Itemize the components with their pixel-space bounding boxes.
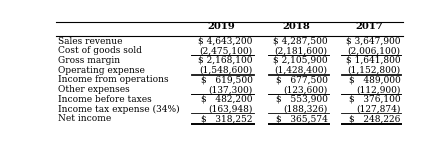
Text: (188,326): (188,326) [283, 105, 327, 114]
Text: Other expenses: Other expenses [58, 85, 129, 94]
Text: (1,548,600): (1,548,600) [200, 66, 253, 75]
Text: $   376,100: $ 376,100 [349, 95, 401, 104]
Text: $ 2,168,100: $ 2,168,100 [198, 56, 253, 65]
Text: (2,006,100): (2,006,100) [347, 46, 401, 55]
Text: $ 2,105,900: $ 2,105,900 [273, 56, 327, 65]
Text: $ 4,287,500: $ 4,287,500 [273, 36, 327, 46]
Text: (123,600): (123,600) [283, 85, 327, 94]
Text: (163,948): (163,948) [208, 105, 253, 114]
Text: (1,428,400): (1,428,400) [275, 66, 327, 75]
Text: $   318,252: $ 318,252 [201, 114, 253, 123]
Text: 2018: 2018 [283, 22, 310, 31]
Text: $ 1,641,800: $ 1,641,800 [346, 56, 401, 65]
Text: Net income: Net income [58, 114, 111, 123]
Text: Sales revenue: Sales revenue [58, 36, 122, 46]
Text: (127,874): (127,874) [356, 105, 401, 114]
Text: 2019: 2019 [207, 22, 235, 31]
Text: $   489,000: $ 489,000 [349, 75, 401, 84]
Text: (137,300): (137,300) [209, 85, 253, 94]
Text: $   553,900: $ 553,900 [276, 95, 327, 104]
Text: Operating expense: Operating expense [58, 66, 145, 75]
Text: $   677,500: $ 677,500 [276, 75, 327, 84]
Text: $   248,226: $ 248,226 [349, 114, 401, 123]
Text: Income from operations: Income from operations [58, 75, 168, 84]
Text: $   482,200: $ 482,200 [201, 95, 253, 104]
Text: $   619,500: $ 619,500 [201, 75, 253, 84]
Text: (2,181,600): (2,181,600) [275, 46, 327, 55]
Text: (1,152,800): (1,152,800) [347, 66, 401, 75]
Text: (2,475,100): (2,475,100) [200, 46, 253, 55]
Text: $   365,574: $ 365,574 [276, 114, 327, 123]
Text: (112,900): (112,900) [356, 85, 401, 94]
Text: $ 4,643,200: $ 4,643,200 [198, 36, 253, 46]
Text: $ 3,647,900: $ 3,647,900 [346, 36, 401, 46]
Text: 2017: 2017 [355, 22, 383, 31]
Text: Gross margin: Gross margin [58, 56, 120, 65]
Text: Cost of goods sold: Cost of goods sold [58, 46, 142, 55]
Text: Income before taxes: Income before taxes [58, 95, 151, 104]
Text: Income tax expense (34%): Income tax expense (34%) [58, 105, 179, 114]
